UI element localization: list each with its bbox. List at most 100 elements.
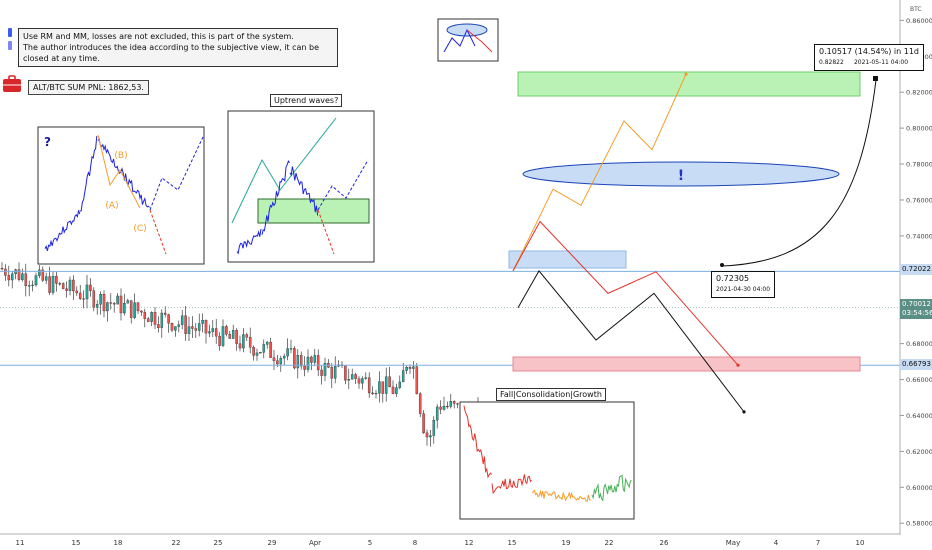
candle	[432, 416, 436, 444]
candle	[14, 268, 17, 280]
wave-thumbnail-icon	[437, 18, 499, 62]
candle-body	[102, 293, 106, 312]
candle-body	[282, 355, 286, 359]
candle	[289, 339, 293, 354]
candle	[194, 323, 198, 339]
candle-body	[140, 310, 143, 313]
candle-body	[129, 300, 133, 318]
target-callout-line1: 0.10517 (14.54%) in 11d	[819, 47, 920, 56]
candle-body	[34, 275, 38, 286]
candle-body	[201, 320, 204, 324]
uptrend-inset-frame	[227, 110, 375, 263]
candle	[143, 308, 147, 328]
candle-body	[252, 347, 255, 356]
x-tick-label: 18	[114, 539, 123, 547]
candle-body	[442, 405, 446, 410]
abc-dashed-path	[149, 136, 204, 211]
candle-body	[106, 302, 109, 312]
candle	[221, 319, 225, 348]
instrument-label: BTC	[910, 6, 922, 13]
x-tick-label: 29	[268, 539, 277, 547]
uptrend-red-dashed	[317, 209, 335, 255]
candle-body	[51, 276, 55, 293]
candle	[449, 393, 453, 409]
pnl-label: ALT/BTC SUM PNL: 1862,53.	[28, 80, 149, 95]
current-price-value: 0.70012	[902, 300, 931, 308]
candle-body	[191, 326, 194, 329]
candle	[82, 290, 85, 309]
y-tick-label: 0.80000	[906, 125, 932, 133]
candle-body	[333, 366, 337, 379]
candle-body	[55, 276, 58, 284]
candle	[95, 300, 99, 315]
candle-body	[456, 403, 459, 405]
candle	[0, 262, 4, 271]
candle	[167, 313, 170, 333]
candle	[99, 291, 102, 315]
candle-body	[58, 283, 62, 285]
target-arrow	[721, 79, 877, 267]
candle	[204, 319, 208, 344]
candle	[238, 335, 242, 352]
entry-callout-date: 2021-04-30 04:00	[716, 286, 771, 293]
x-tick-label: 19	[562, 539, 571, 547]
candle-body	[133, 302, 136, 318]
candle	[4, 264, 7, 281]
abc-blue-peak	[79, 136, 98, 212]
candle	[248, 327, 252, 354]
candle-body	[194, 328, 198, 331]
candle-body	[289, 348, 293, 350]
candle-body	[276, 360, 279, 365]
candle	[259, 351, 262, 354]
candle-body	[361, 378, 364, 384]
candle-body	[119, 295, 123, 314]
x-tick-label: 8	[413, 539, 417, 547]
target-callout-date: 2021-05-11 04:00	[853, 59, 909, 66]
ellipse-label: !	[678, 168, 684, 184]
candle-body	[65, 288, 68, 291]
candle	[252, 345, 255, 361]
candle	[150, 311, 153, 327]
candle-body	[330, 367, 334, 379]
x-tick-label: 15	[508, 539, 517, 547]
candle-body	[269, 341, 272, 358]
candle	[245, 332, 249, 341]
candle	[75, 286, 79, 296]
candle-body	[31, 284, 34, 286]
candle-body	[259, 352, 262, 354]
candle	[160, 309, 164, 338]
candle-body	[160, 312, 164, 328]
thumbnail-blue	[443, 28, 476, 53]
candle-body	[238, 343, 242, 349]
target-callout: 0.10517 (14.54%) in 11d 0.82822 2021-05-…	[814, 44, 925, 71]
candle	[381, 381, 385, 403]
candle-body	[4, 268, 7, 276]
candle	[191, 316, 194, 339]
candle-body	[116, 295, 119, 305]
candle	[235, 328, 238, 351]
candle-body	[378, 381, 381, 394]
candle-body	[208, 331, 211, 334]
y-tick-label: 0.86000	[906, 17, 932, 25]
fcg-fall-tail	[491, 474, 532, 495]
uptrend-inset-title: Uptrend waves?	[270, 94, 343, 107]
candle-body	[299, 355, 303, 367]
abc-wave-label: (C)	[133, 224, 146, 234]
zones-layer: !	[508, 71, 861, 372]
candle	[7, 265, 11, 287]
notes-line-1: Use RM and MM, losses are not excluded, …	[23, 32, 294, 41]
candle-body	[313, 355, 317, 363]
inset-panels: ? (B) (A) (C)	[37, 18, 635, 520]
candle	[27, 280, 31, 297]
candle	[398, 375, 402, 390]
candle-body	[364, 377, 368, 379]
candle	[126, 298, 130, 304]
candle	[21, 268, 24, 282]
candle-body	[395, 387, 398, 394]
candle	[452, 400, 456, 409]
candle-body	[429, 435, 432, 438]
candle-body	[293, 348, 296, 369]
x-tick-label: 5	[368, 539, 372, 547]
candle	[361, 376, 364, 390]
